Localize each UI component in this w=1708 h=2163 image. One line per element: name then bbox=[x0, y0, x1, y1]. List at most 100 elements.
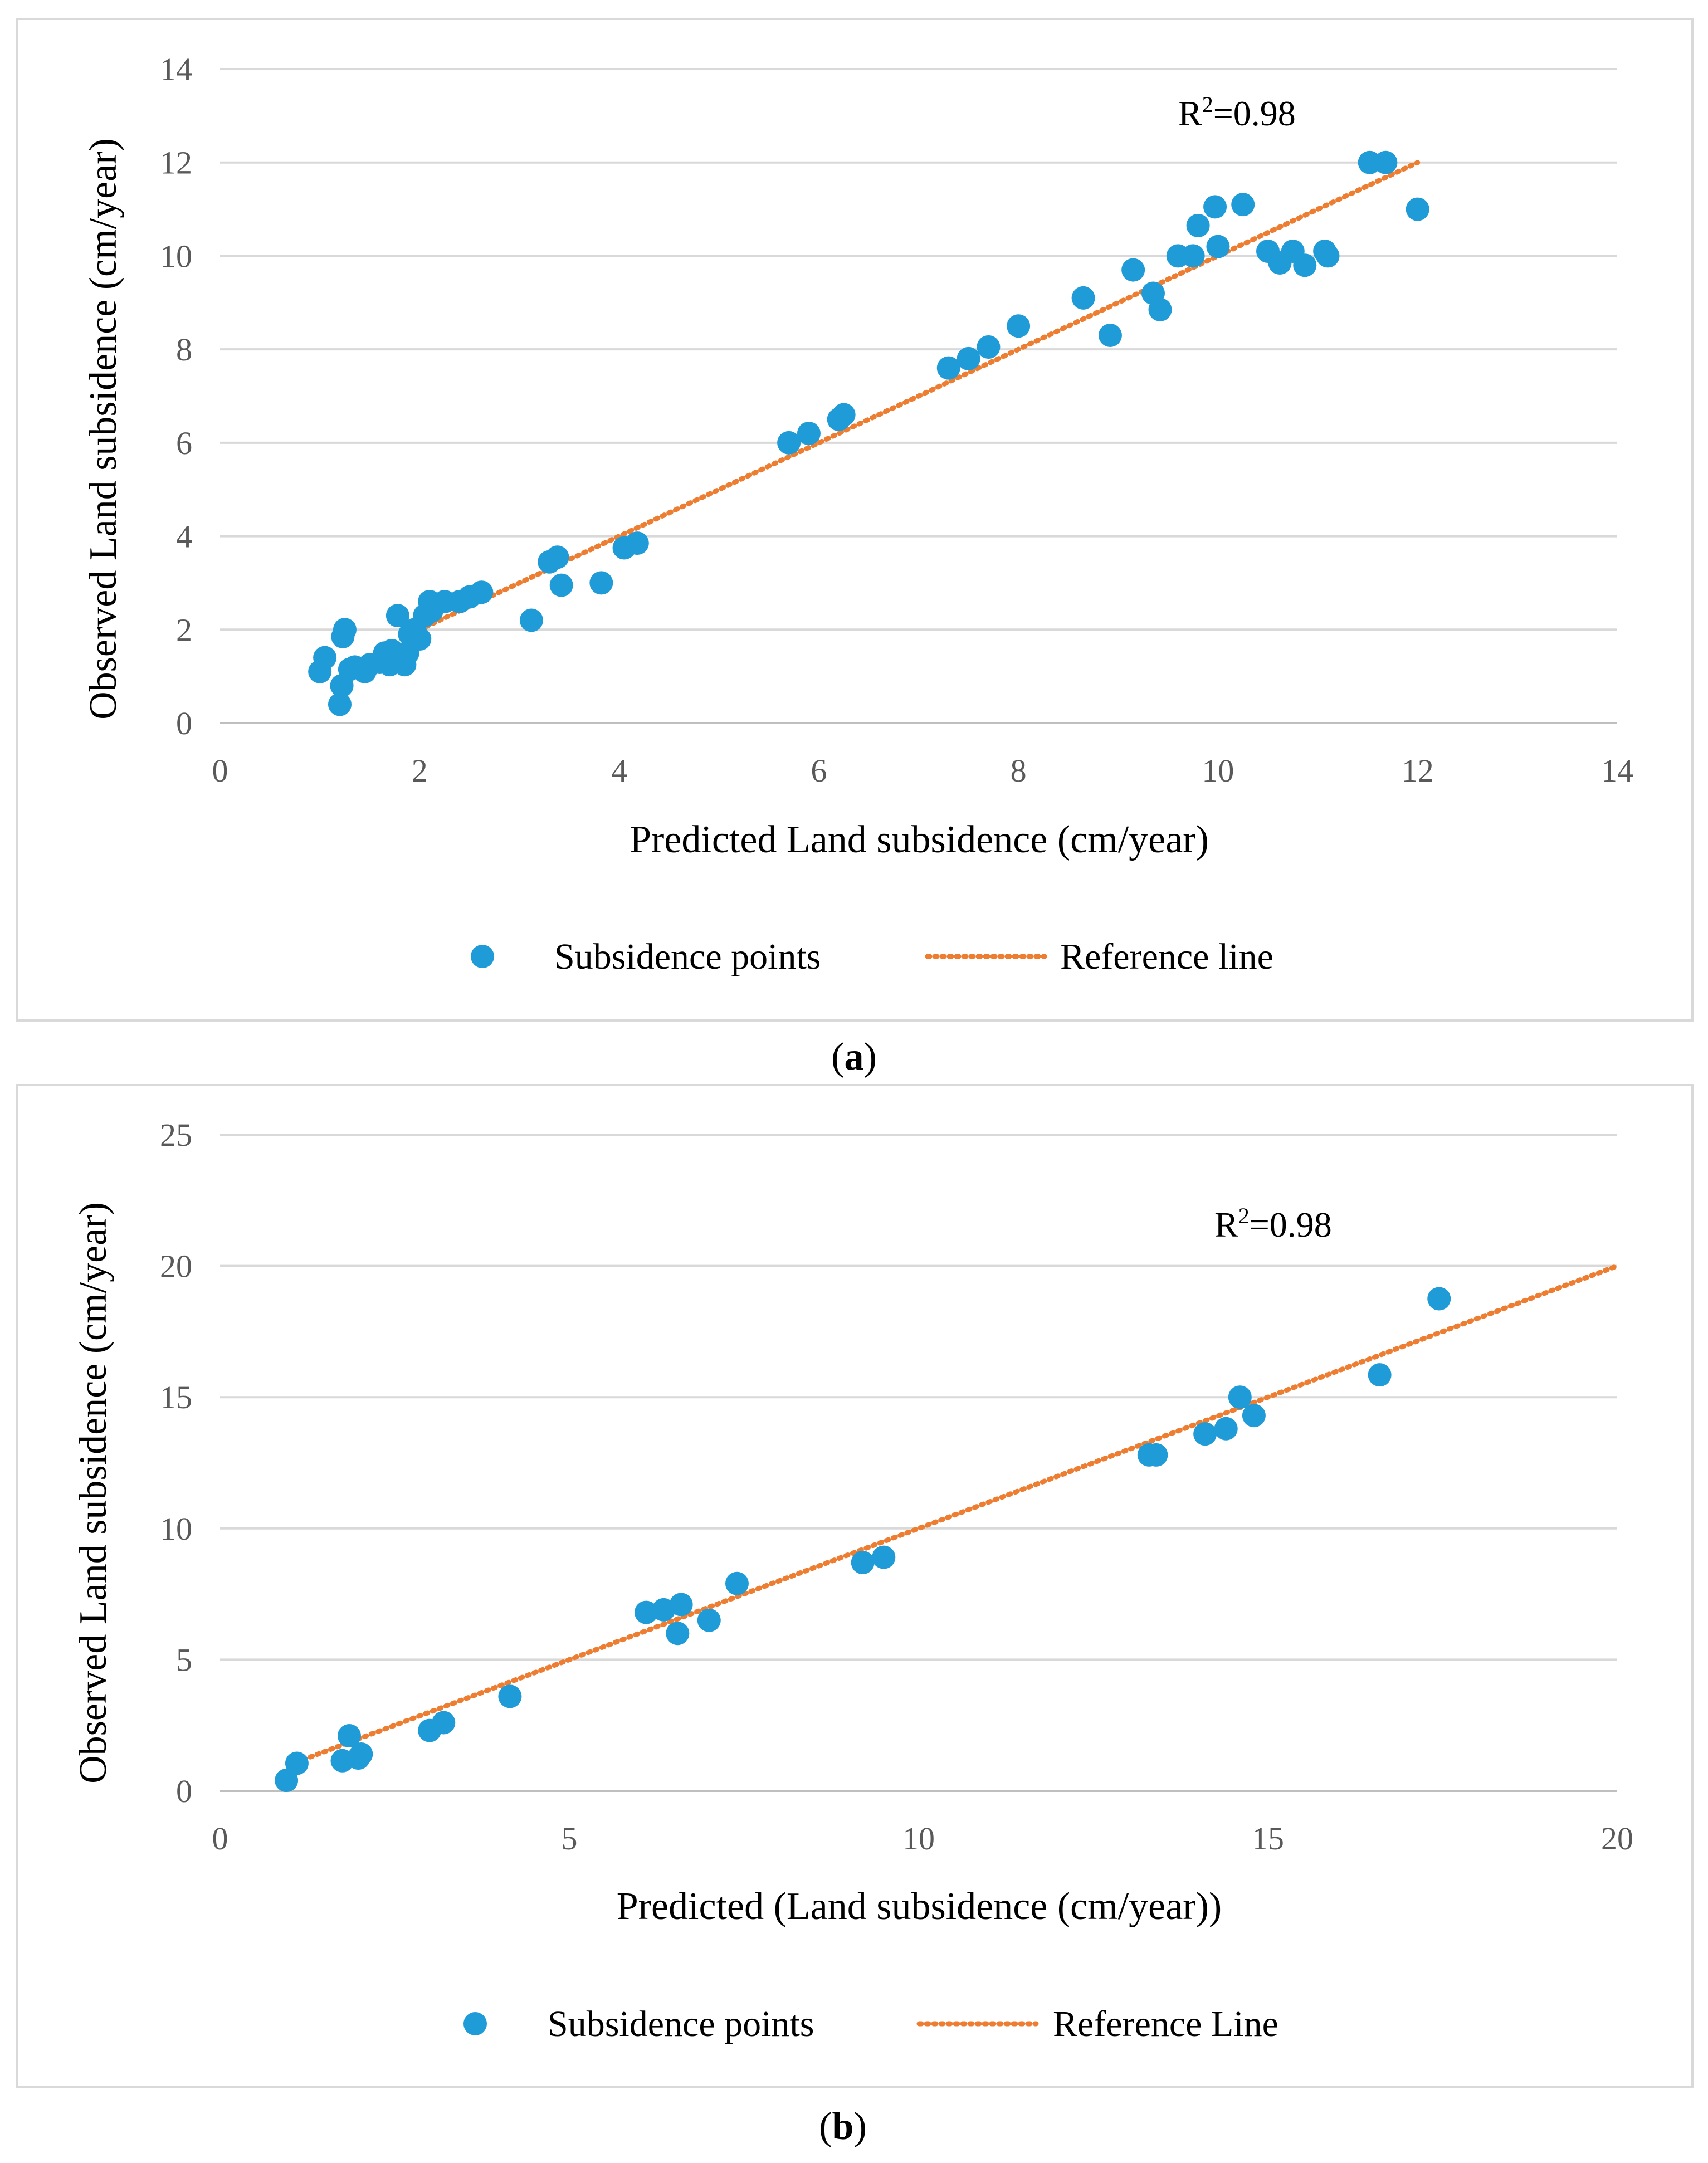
panel-a-x-tick-label: 0 bbox=[212, 753, 228, 789]
caption-b-open: ( bbox=[819, 2105, 832, 2148]
caption-a-close: ) bbox=[864, 1036, 877, 1078]
panel-b-frame bbox=[16, 1084, 1694, 2088]
panel-b-data-point bbox=[872, 1545, 896, 1569]
panel-b-y-tick-label: 15 bbox=[160, 1379, 192, 1415]
panel-a-x-tick-label: 14 bbox=[1601, 753, 1633, 789]
panel-b-x-axis-title: Predicted (Land subsidence (cm/year)) bbox=[617, 1885, 1222, 1928]
panel-b-gridlines bbox=[220, 1134, 1617, 1792]
panel-a-data-point bbox=[625, 531, 649, 555]
panel-a-r-squared-annotation: R2=0.98 bbox=[1178, 92, 1296, 133]
panel-b-y-axis-title: Observed Land subsidence (cm/year) bbox=[72, 1202, 115, 1784]
panel-b-x-tick-label: 20 bbox=[1601, 1820, 1633, 1857]
panel-b-x-tick-label: 0 bbox=[212, 1820, 228, 1857]
panel-b-data-point bbox=[1427, 1287, 1451, 1311]
panel-a-y-tick-label: 10 bbox=[160, 238, 192, 274]
panel-a-data-point bbox=[1293, 253, 1317, 277]
panel-b-data-point bbox=[1144, 1443, 1168, 1467]
panel-a-data-point bbox=[385, 604, 409, 628]
panel-a-data-point bbox=[549, 573, 573, 597]
panel-a-y-tick-label: 2 bbox=[176, 612, 192, 648]
panel-b-data-point bbox=[666, 1622, 690, 1646]
panel-a-y-tick-label: 8 bbox=[176, 331, 192, 368]
panel-b-r-squared-value: =0.98 bbox=[1250, 1205, 1332, 1244]
panel-b-data-point bbox=[275, 1769, 299, 1793]
panel-a-data-point bbox=[832, 403, 856, 427]
panel-a-legend-point-marker bbox=[471, 945, 494, 968]
panel-a-y-tick-label: 6 bbox=[176, 425, 192, 461]
panel-b-reference-line-path bbox=[287, 1263, 1620, 1767]
panel-b-legend-line-label: Reference Line bbox=[1053, 2004, 1278, 2044]
panel-a-data-point bbox=[1374, 150, 1398, 174]
panel-a-x-tick-labels: 0 2 4 6 8 10 12 14 bbox=[212, 753, 1634, 789]
panel-a-data-point bbox=[1406, 197, 1429, 221]
panel-a-data-point bbox=[1186, 213, 1210, 237]
panel-b-data-point bbox=[1193, 1422, 1217, 1446]
panel-a-y-axis-title: Observed Land subsidence (cm/year) bbox=[82, 138, 125, 720]
panel-b-data-point bbox=[697, 1608, 721, 1632]
panel-a-data-point bbox=[936, 356, 960, 380]
caption-b-letter: b bbox=[832, 2105, 854, 2148]
caption-a: (a) bbox=[831, 1036, 877, 1078]
panel-b-data-point bbox=[851, 1551, 875, 1575]
panel-a-x-tick-label: 2 bbox=[412, 753, 428, 789]
panel-b-y-tick-labels: 0 5 10 15 20 25 bbox=[160, 1117, 192, 1809]
panel-a-data-point bbox=[1206, 235, 1230, 258]
panel-a-data-point bbox=[977, 335, 1001, 359]
panel-a-data-point bbox=[589, 571, 613, 595]
panel-b-y-tick-label: 10 bbox=[160, 1511, 192, 1547]
panel-a-data-point bbox=[519, 608, 543, 632]
panel-a-data-point bbox=[1316, 244, 1340, 268]
panel-b-data-points bbox=[275, 1287, 1451, 1793]
panel-a-data-point bbox=[1121, 258, 1145, 282]
panel-b-reference-line bbox=[287, 1263, 1620, 1767]
panel-b-data-point bbox=[285, 1751, 309, 1775]
panel-a-y-tick-label: 14 bbox=[160, 51, 192, 87]
panel-b-data-point bbox=[337, 1724, 361, 1748]
panel-b-x-tick-label: 15 bbox=[1252, 1820, 1284, 1857]
panel-a-x-tick-label: 4 bbox=[611, 753, 627, 789]
panel-a-y-tick-label: 12 bbox=[160, 145, 192, 181]
panel-a-y-tick-label: 4 bbox=[176, 519, 192, 555]
panel-b: 0 5 10 15 20 0 5 10 15 20 25 Predicted (Land subs… bbox=[16, 1084, 1694, 2088]
panel-a-data-point bbox=[545, 545, 569, 569]
panel-a-data-point bbox=[1148, 297, 1172, 321]
panel-b-data-point bbox=[1228, 1385, 1252, 1409]
caption-b-close: ) bbox=[853, 2105, 866, 2148]
panel-b-r-squared-base: R bbox=[1214, 1205, 1238, 1244]
panel-b-data-point bbox=[725, 1571, 749, 1595]
panel-b-data-point bbox=[1214, 1417, 1238, 1441]
panel-b-y-tick-label: 0 bbox=[176, 1773, 192, 1809]
panel-a-data-point bbox=[1203, 195, 1227, 219]
panel-a: 0 2 4 6 8 10 12 14 0 2 4 6 8 10 12 14 Predicted Land s… bbox=[16, 18, 1694, 1022]
panel-a-legend: Subsidence points Reference line bbox=[471, 936, 1273, 977]
panel-a-data-point bbox=[333, 618, 357, 642]
panel-a-reference-line-path bbox=[417, 160, 1421, 632]
panel-b-y-tick-label: 20 bbox=[160, 1248, 192, 1285]
panel-a-r-squared-value: =0.98 bbox=[1213, 94, 1296, 133]
panel-b-x-tick-label: 5 bbox=[562, 1820, 578, 1857]
panel-b-x-tick-label: 10 bbox=[902, 1820, 935, 1857]
panel-b-r-squared-sup: 2 bbox=[1238, 1203, 1250, 1228]
panel-a-x-tick-label: 8 bbox=[1011, 753, 1027, 789]
panel-b-data-point bbox=[1242, 1404, 1266, 1428]
panel-b-y-tick-label: 25 bbox=[160, 1117, 192, 1153]
panel-a-data-point bbox=[777, 431, 801, 455]
panel-a-gridlines bbox=[220, 68, 1617, 724]
panel-b-data-point bbox=[432, 1711, 456, 1735]
panel-a-y-tick-labels: 0 2 4 6 8 10 12 14 bbox=[160, 51, 192, 741]
panel-a-x-tick-label: 6 bbox=[811, 753, 827, 789]
caption-b: (b) bbox=[819, 2105, 867, 2148]
panel-b-legend-points-label: Subsidence points bbox=[548, 2004, 814, 2044]
panel-a-data-point bbox=[1071, 286, 1095, 310]
panel-a-data-point bbox=[313, 646, 337, 670]
panel-a-data-point bbox=[470, 580, 494, 604]
panel-a-x-tick-label: 10 bbox=[1202, 753, 1234, 789]
panel-a-data-point bbox=[797, 422, 821, 446]
panel-a-x-tick-label: 12 bbox=[1402, 753, 1434, 789]
panel-a-data-point bbox=[957, 346, 980, 370]
panel-b-r-squared-annotation: R2=0.98 bbox=[1214, 1203, 1332, 1244]
panel-b-data-point bbox=[1368, 1363, 1392, 1387]
panel-a-data-point bbox=[328, 692, 352, 716]
panel-b-data-point bbox=[498, 1684, 522, 1708]
